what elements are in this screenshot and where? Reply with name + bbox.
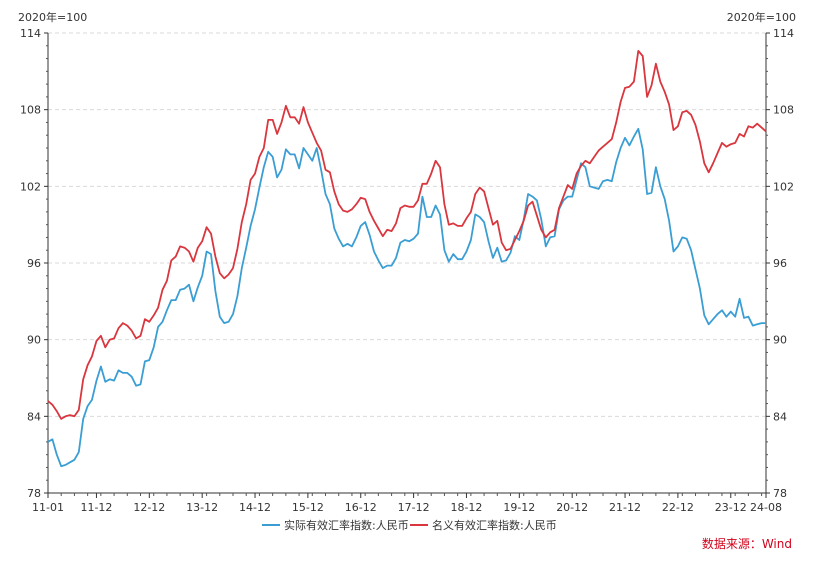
y-tick-label-left: 102	[20, 180, 41, 193]
y-tick-label-left: 84	[27, 410, 41, 423]
y-tick-label-right: 78	[773, 487, 787, 500]
tick-marks: 78 78 84 84 90 90 96 96 102 102 108 108 114 114 11-01 1…	[20, 27, 794, 514]
series-line-nominal	[47, 50, 767, 420]
x-tick-label: 16-12	[345, 501, 377, 514]
x-tick-label: 12-12	[133, 501, 165, 514]
legend-label-real: 实际有效汇率指数:人民币	[284, 518, 409, 532]
x-tick-label: 24-08	[750, 501, 782, 514]
y-tick-label-right: 96	[773, 257, 787, 270]
legend: 实际有效汇率指数:人民币 名义有效汇率指数:人民币	[262, 518, 557, 532]
y-tick-label-left: 96	[27, 257, 41, 270]
x-tick-label: 11-01	[32, 501, 64, 514]
x-tick-label: 15-12	[292, 501, 324, 514]
y-tick-label-left: 78	[27, 487, 41, 500]
y-tick-label-right: 84	[773, 410, 787, 423]
x-tick-label: 22-12	[662, 501, 694, 514]
y-tick-label-left: 114	[20, 27, 41, 40]
grid-lines	[48, 32, 766, 417]
y-tick-label-right: 90	[773, 334, 787, 347]
x-tick-label: 17-12	[398, 501, 430, 514]
x-tick-label: 11-12	[80, 501, 112, 514]
y-tick-label-right: 114	[773, 27, 794, 40]
legend-label-nominal: 名义有效汇率指数:人民币	[432, 518, 557, 532]
y-tick-label-right: 108	[773, 104, 794, 117]
y-tick-label-right: 102	[773, 180, 794, 193]
series-line-real	[47, 127, 766, 468]
x-tick-label: 18-12	[450, 501, 482, 514]
x-tick-label: 19-12	[503, 501, 535, 514]
source-note: 数据来源：Wind	[702, 536, 792, 551]
x-tick-label: 13-12	[186, 501, 218, 514]
y-axis-right-unit: 2020年=100	[727, 10, 796, 24]
y-tick-label-left: 90	[27, 334, 41, 347]
y-tick-label-left: 108	[20, 104, 41, 117]
x-tick-label: 23-12	[715, 501, 747, 514]
x-tick-label: 14-12	[239, 501, 271, 514]
x-tick-label: 20-12	[556, 501, 588, 514]
y-axis-left-unit: 2020年=100	[18, 10, 87, 24]
x-tick-label: 21-12	[609, 501, 641, 514]
series-lines	[47, 50, 767, 468]
